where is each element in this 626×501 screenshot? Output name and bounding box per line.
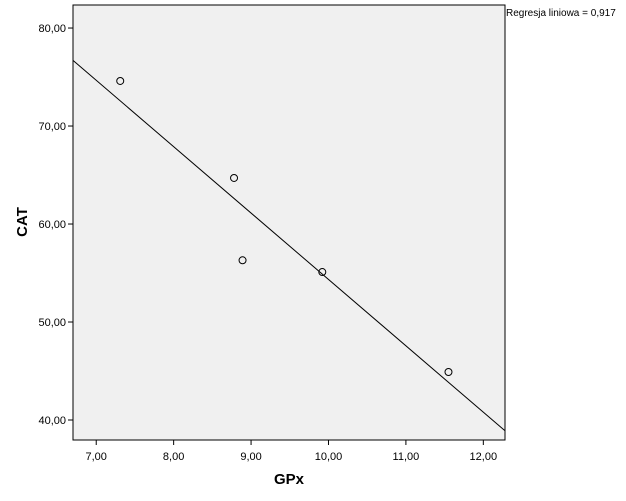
point: [116, 76, 125, 85]
x-tick-label: 10,00: [315, 451, 343, 463]
x-tick-label: 7,00: [86, 451, 107, 463]
y-tick-label: 80,00: [38, 23, 66, 35]
x-tick-label: 9,00: [240, 451, 261, 463]
point: [230, 173, 239, 182]
y-tick-label: 70,00: [38, 121, 66, 133]
point: [318, 268, 327, 277]
x-axis-title: GPx: [274, 471, 305, 488]
y-tick-label: 50,00: [38, 317, 66, 329]
y-axis-title: CAT: [14, 207, 31, 237]
x-tick-label: 11,00: [393, 451, 420, 463]
y-tick-label: 40,00: [38, 415, 66, 427]
point: [238, 256, 247, 265]
point: [444, 367, 453, 376]
regression-line: [72, 59, 506, 432]
x-tick-label: 12,00: [470, 451, 498, 463]
plot-area: [72, 4, 506, 441]
annotation: Regresja liniowa = 0,917: [506, 8, 616, 19]
y-tick-label: 60,00: [38, 219, 66, 231]
x-tick-label: 8,00: [163, 451, 184, 463]
